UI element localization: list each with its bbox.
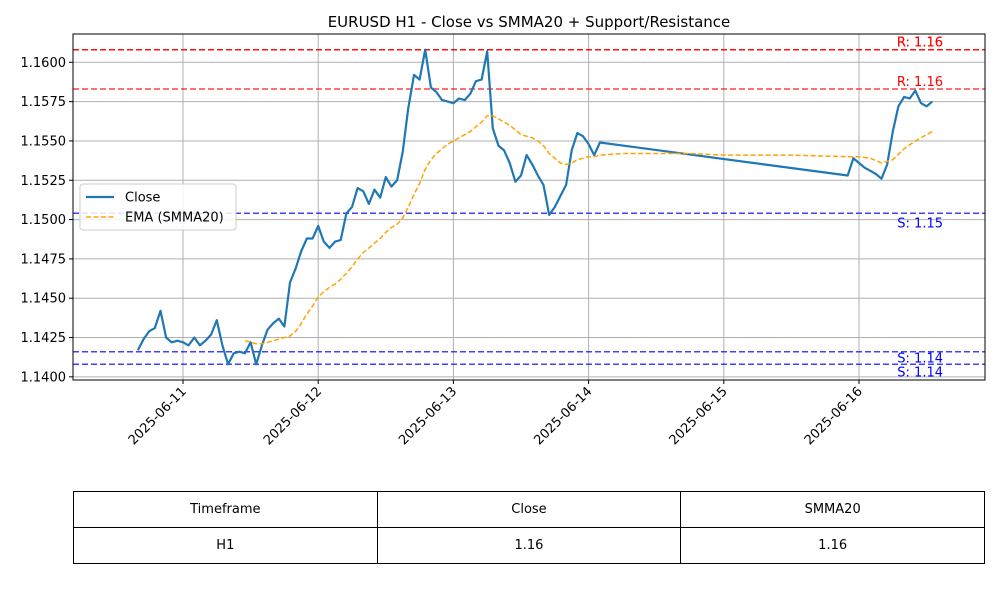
legend-label-close: Close <box>125 191 160 206</box>
support-label: S: 1.14 <box>897 352 943 367</box>
legend-box <box>79 183 237 231</box>
smma20-series-line <box>244 115 933 345</box>
header-smma20: SMMA20 <box>680 491 985 528</box>
header-timeframe: Timeframe <box>73 491 378 528</box>
cell-close: 1.16 <box>376 527 682 564</box>
y-tick-label: 1.1550 <box>21 134 67 149</box>
chart-title: EURUSD H1 - Close vs SMMA20 + Support/Re… <box>328 13 731 31</box>
resistance-label: R: 1.16 <box>897 75 943 90</box>
cell-smma20: 1.16 <box>680 527 985 564</box>
axes-frame <box>72 33 986 381</box>
grid <box>73 34 985 380</box>
y-tick-label: 1.1450 <box>21 292 67 307</box>
table-row: H1 1.16 1.16 <box>73 527 985 564</box>
support-label: S: 1.15 <box>897 216 943 231</box>
chart-background <box>0 0 1000 480</box>
y-tick-label: 1.1500 <box>21 213 67 228</box>
y-axis: 1.1400 1.1425 1.1450 1.1475 1.1500 1.1525 1.15… <box>21 56 73 385</box>
cell-timeframe: H1 <box>73 527 378 564</box>
legend: Close EMA (SMMA20) <box>79 183 237 231</box>
table-header-row: Timeframe Close SMMA20 <box>73 491 985 528</box>
resistance-label: R: 1.16 <box>897 36 943 51</box>
legend-label-smma20: EMA (SMMA20) <box>125 211 224 226</box>
y-tick-label: 1.1475 <box>21 252 67 267</box>
y-tick-label: 1.1600 <box>21 56 67 71</box>
y-tick-label: 1.1575 <box>21 95 67 110</box>
close-series-line <box>136 48 933 366</box>
support-label: S: 1.14 <box>897 365 943 380</box>
y-tick-label: 1.1425 <box>21 331 67 346</box>
support-resistance-lines: R: 1.16R: 1.16R: 1.16S: 1.15S: 1.14S: 1.… <box>73 36 985 380</box>
y-tick-label: 1.1525 <box>21 174 67 189</box>
resistance-label: R: 1.16 <box>897 36 943 51</box>
price-chart: EURUSD H1 - Close vs SMMA20 + Support/Re… <box>0 0 1000 480</box>
header-close: Close <box>376 491 682 528</box>
y-tick-label: 1.1400 <box>21 370 67 385</box>
summary-table: Timeframe Close SMMA20 H1 1.16 1.16 <box>73 491 985 564</box>
